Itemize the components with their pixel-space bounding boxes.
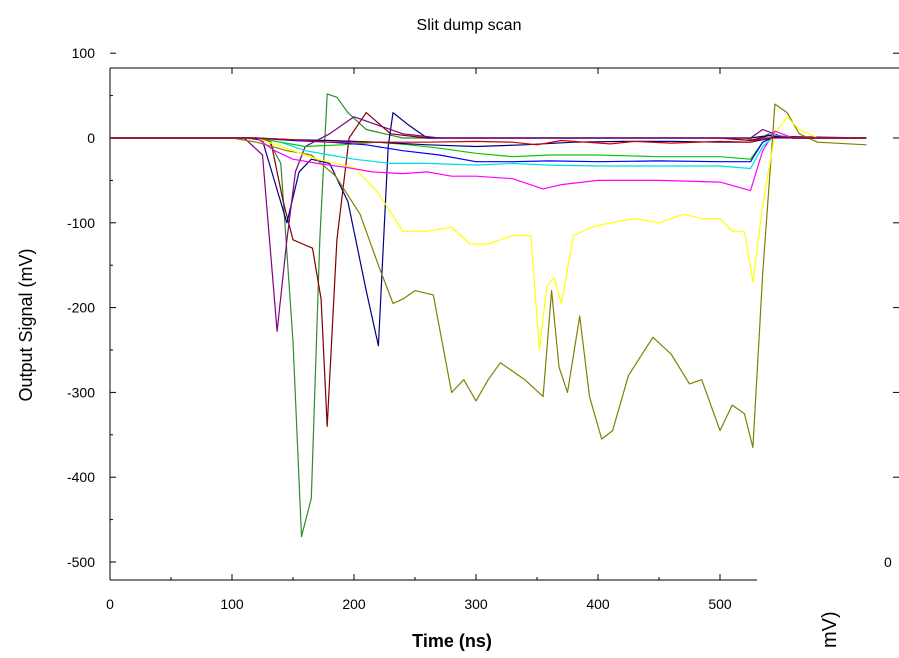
x-tick-label: 0 xyxy=(106,596,114,612)
series-line-1 xyxy=(110,93,867,538)
axis-ticks xyxy=(109,52,899,580)
series-line-8 xyxy=(110,134,867,170)
y-tick-label: 100 xyxy=(72,45,96,61)
chart-title: Slit dump scan xyxy=(417,17,522,34)
y-tick-label: 0 xyxy=(87,130,95,146)
right-axis-fragment: mV) xyxy=(819,611,841,648)
plot-cutout xyxy=(757,560,899,658)
y-tick-label: -200 xyxy=(67,300,95,316)
plot-frame xyxy=(109,67,899,581)
series-lines xyxy=(110,93,867,538)
series-line-11 xyxy=(110,136,867,148)
x-tick-label: 400 xyxy=(586,596,610,612)
series-line-12 xyxy=(110,137,867,146)
x-tick-label: 200 xyxy=(342,596,366,612)
x-axis-title: Time (ns) xyxy=(412,631,492,651)
series-line-3 xyxy=(110,111,867,347)
x-tick-label: 300 xyxy=(464,596,488,612)
x-tick-label: 500 xyxy=(708,596,732,612)
series-line-4 xyxy=(110,116,867,332)
series-line-5 xyxy=(110,103,867,449)
y-tick-label: -400 xyxy=(67,469,95,485)
y-tick-label: -300 xyxy=(67,384,95,400)
series-line-7 xyxy=(110,130,867,192)
axis-tick-labels: 0 100 200 300 400 500 100 0 -100 -200 -300 -400 -500 xyxy=(67,45,732,612)
y-axis-title: Output Signal (mV) xyxy=(16,248,36,401)
y-tick-label: -100 xyxy=(67,215,95,231)
y-tick-label: -500 xyxy=(67,554,95,570)
x-tick-label: 100 xyxy=(220,596,244,612)
series-line-6 xyxy=(110,116,867,351)
series-line-2 xyxy=(110,111,867,427)
right-tick-label: 0 xyxy=(884,554,892,570)
